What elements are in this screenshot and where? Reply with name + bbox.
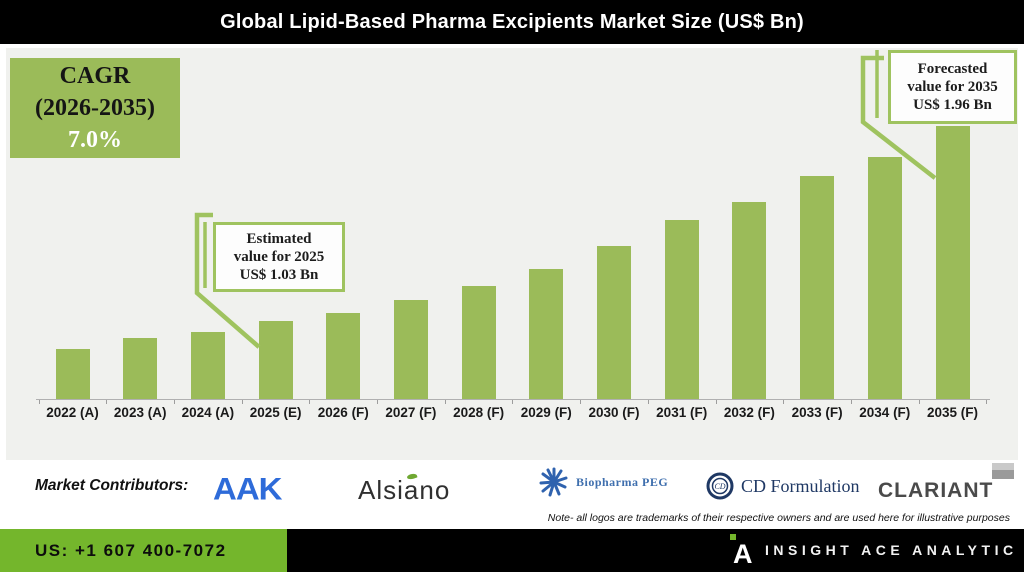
- cagr-value: 7.0%: [68, 127, 122, 153]
- clariant-square-icon: [992, 463, 1014, 479]
- x-axis-label-2030-f: 2030 (F): [588, 405, 640, 420]
- phone-number: US: +1 607 400-7072: [35, 541, 227, 560]
- bar-2028-f: [461, 286, 496, 399]
- x-axis-label-2027-f: 2027 (F): [385, 405, 437, 420]
- axis-tick: [647, 399, 649, 404]
- pinwheel-icon: [539, 467, 568, 497]
- bar-2024-a: [190, 332, 225, 399]
- axis-tick: [106, 399, 108, 404]
- forecasted-line1: Forecasted: [917, 61, 988, 77]
- estimated-value-callout: Estimated value for 2025 US$ 1.03 Bn: [213, 222, 345, 292]
- x-axis-label-2024-a: 2024 (A): [181, 405, 235, 420]
- alsiano-logo: Alsiano: [358, 472, 451, 506]
- axis-tick: [918, 399, 920, 404]
- x-axis-label-2032-f: 2032 (F): [723, 405, 775, 420]
- cagr-label: CAGR: [59, 63, 131, 89]
- bar-2025-e: [258, 321, 293, 399]
- axis-tick: [241, 399, 243, 404]
- cd-formulation-logo: CD CD Formulation: [706, 472, 860, 500]
- logo-green-square: [730, 534, 736, 540]
- footer-bar: US: +1 607 400-7072 A INSIGHT ACE ANALYT…: [0, 529, 1024, 572]
- axis-tick: [38, 399, 40, 404]
- estimated-line3: US$ 1.03 Bn: [239, 267, 319, 283]
- insight-ace-logo-icon: A: [727, 532, 761, 570]
- bar-2023-a: [123, 338, 158, 399]
- bar-2031-f: [664, 220, 699, 399]
- x-axis-label-2026-f: 2026 (F): [317, 405, 369, 420]
- biopharma-peg-logo: Biopharma PEG: [538, 466, 668, 498]
- cagr-box: CAGR (2026-2035) 7.0%: [10, 58, 180, 158]
- axis-tick: [174, 399, 175, 404]
- axis-tick: [309, 399, 311, 404]
- bar-2029-f: [529, 269, 564, 399]
- x-axis-label-2034-f: 2034 (F): [859, 405, 911, 420]
- biopharma-peg-wordmark: Biopharma PEG: [576, 475, 669, 489]
- footer-phone-block: US: +1 607 400-7072: [0, 529, 287, 572]
- bar-2032-f: [732, 202, 767, 399]
- trademark-note: Note- all logos are trademarks of their …: [547, 512, 1010, 524]
- bar-2030-f: [597, 246, 631, 399]
- axis-tick: [986, 399, 988, 404]
- estimated-line1: Estimated: [246, 231, 312, 247]
- title-bar: Global Lipid-Based Pharma Excipients Mar…: [0, 0, 1024, 44]
- axis-tick: [850, 399, 852, 404]
- x-axis-label-2033-f: 2033 (F): [791, 405, 843, 420]
- market-contributors-strip: Market Contributors: AAK Alsiano Biophar…: [0, 460, 1024, 529]
- axis-tick: [377, 399, 379, 404]
- bar-2022-a: [55, 349, 90, 399]
- x-axis: [36, 399, 990, 400]
- bar-2033-f: [800, 176, 835, 399]
- brand-name: INSIGHT ACE ANALYTIC: [765, 542, 1018, 558]
- x-axis-label-2025-e: 2025 (E): [249, 405, 302, 420]
- chart-panel: CAGR (2026-2035) 7.0% 2022 (A) 2023 (A) 20…: [6, 48, 1018, 460]
- forecasted-line3: US$ 1.96 Bn: [913, 97, 992, 113]
- page-title: Global Lipid-Based Pharma Excipients Mar…: [220, 10, 804, 33]
- x-axis-label-2022-a: 2022 (A): [46, 405, 99, 420]
- axis-tick: [580, 399, 582, 404]
- cd-formulation-wordmark: CD Formulation: [741, 475, 860, 496]
- forecasted-value-callout: Forecasted value for 2035 US$ 1.96 Bn: [888, 50, 1017, 124]
- x-axis-label-2035-f: 2035 (F): [926, 405, 979, 420]
- axis-tick: [444, 399, 446, 404]
- clariant-logo: CLARIANT: [878, 479, 994, 502]
- bar-2035-f: [935, 126, 970, 399]
- x-axis-label-2031-f: 2031 (F): [656, 405, 708, 420]
- svg-text:CD: CD: [714, 482, 725, 491]
- x-axis-label-2028-f: 2028 (F): [453, 405, 505, 420]
- market-contributors-label: Market Contributors:: [35, 477, 189, 494]
- x-axis-label-2029-f: 2029 (F): [520, 405, 572, 420]
- axis-tick: [783, 399, 785, 404]
- alsiano-wordmark: Alsiano: [358, 475, 451, 505]
- logo-letter-a: A: [733, 539, 753, 569]
- axis-tick: [512, 399, 514, 404]
- estimated-line2: value for 2025: [233, 249, 325, 265]
- bar-2034-f: [867, 157, 902, 399]
- aak-logo: AAK: [213, 470, 282, 507]
- cd-formulation-icon: CD: [706, 472, 734, 500]
- axis-tick: [715, 399, 717, 404]
- bar-2026-f: [326, 313, 361, 399]
- x-axis-label-2023-a: 2023 (A): [113, 405, 167, 420]
- forecasted-line2: value for 2035: [907, 79, 998, 95]
- bar-2027-f: [393, 300, 428, 399]
- cagr-period: (2026-2035): [35, 95, 155, 121]
